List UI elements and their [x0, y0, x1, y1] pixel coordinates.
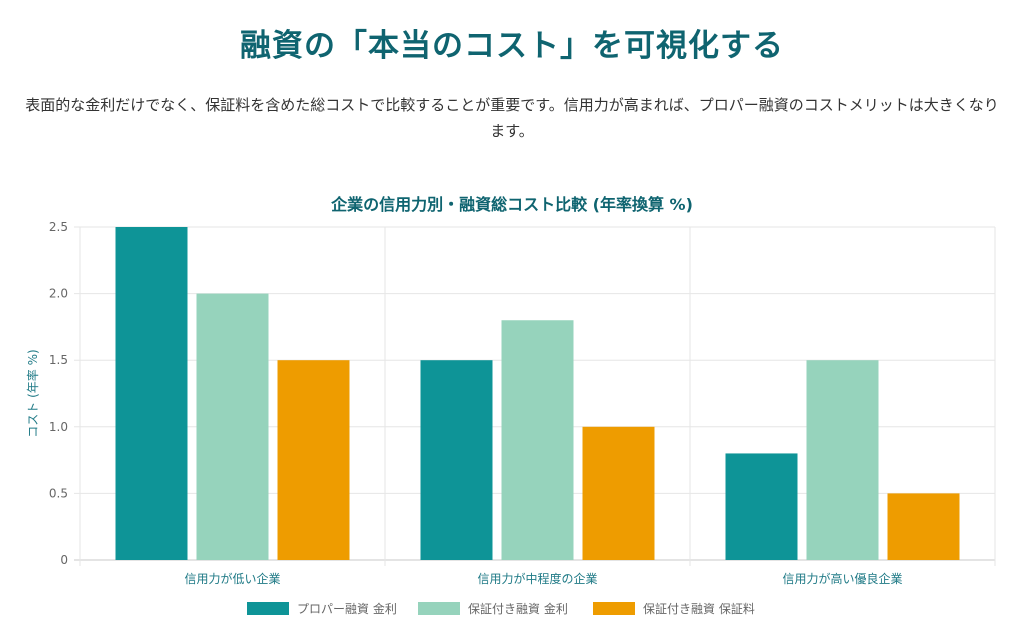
- y-tick-label: 1.0: [49, 420, 68, 434]
- y-tick-label: 2.5: [49, 220, 68, 234]
- legend-swatch: [593, 602, 635, 615]
- legend-label: 保証付き融資 保証料: [643, 602, 755, 616]
- page-title: 融資の「本当のコスト」を可視化する: [240, 28, 784, 64]
- intro-text: 表面的な金利だけでなく、保証料を含めた総コストで比較することが重要です。信用力が…: [25, 96, 999, 140]
- y-tick-label: 0.5: [49, 486, 68, 500]
- x-tick-label: 信用力が低い企業: [184, 571, 280, 586]
- legend-swatch: [247, 602, 289, 615]
- bar-3-2: [582, 426, 655, 560]
- y-tick-label: 2.0: [49, 287, 68, 301]
- bar-2-2: [501, 320, 574, 560]
- legend-label: 保証付き融資 金利: [468, 601, 568, 616]
- bar-3-3: [887, 493, 960, 560]
- legend-label: プロパー融資 金利: [297, 601, 397, 616]
- y-tick-label: 1.5: [49, 353, 68, 367]
- bar-2-3: [806, 360, 879, 560]
- bar-1-3: [725, 453, 798, 560]
- x-tick-label: 信用力が高い優良企業: [782, 571, 902, 586]
- x-tick-label: 信用力が中程度の企業: [477, 571, 597, 586]
- chart-title: 企業の信用力別・融資総コスト比較 (年率換算 %): [331, 195, 693, 214]
- y-tick-label: 0: [60, 553, 68, 567]
- bar-1-1: [115, 227, 188, 560]
- bar-3-1: [277, 360, 350, 560]
- bar-1-2: [420, 360, 493, 560]
- y-axis-title: コスト (年率 %): [25, 349, 40, 437]
- legend-swatch: [418, 602, 460, 615]
- bar-2-1: [196, 293, 269, 560]
